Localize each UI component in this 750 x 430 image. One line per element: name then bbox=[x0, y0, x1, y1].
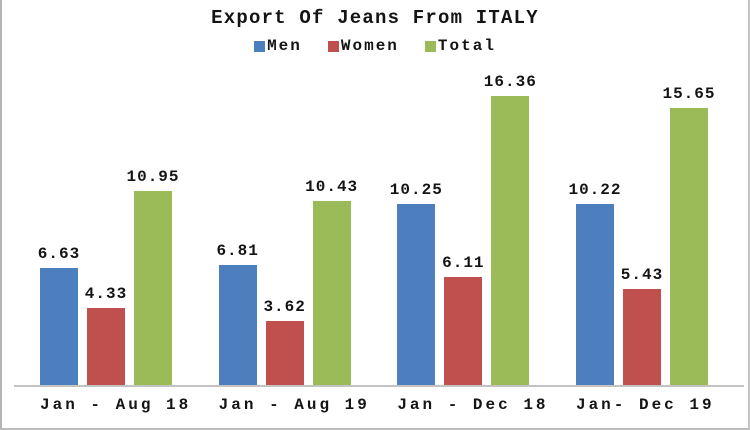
value-label-total-1: 10.43 bbox=[305, 177, 359, 196]
bar-women-2 bbox=[444, 276, 483, 385]
legend-item-women: Women bbox=[327, 37, 399, 55]
bar-group-3: 10.22 5.43 15.65 bbox=[568, 86, 714, 385]
bar-women-3 bbox=[622, 289, 661, 385]
bar-women-1 bbox=[265, 321, 304, 385]
value-label-men-0: 6.63 bbox=[37, 244, 81, 263]
legend-swatch-total-icon bbox=[424, 40, 436, 52]
value-label-total-2: 16.36 bbox=[483, 72, 537, 91]
bar-column-men-1: 6.81 bbox=[216, 243, 258, 385]
bar-column-total-0: 10.95 bbox=[126, 169, 179, 385]
category-axis-labels: Jan - Aug 18 Jan - Aug 19 Jan - Dec 18 Jan-… bbox=[14, 387, 744, 415]
legend: Men Women Total bbox=[2, 36, 748, 56]
legend-item-total: Total bbox=[424, 37, 496, 55]
value-label-women-0: 4.33 bbox=[84, 285, 128, 304]
bar-men-3 bbox=[575, 204, 614, 385]
bar-men-2 bbox=[397, 203, 436, 385]
bar-group-1: 6.81 3.62 10.43 bbox=[216, 179, 357, 385]
bar-total-1 bbox=[312, 200, 351, 385]
bar-column-women-1: 3.62 bbox=[263, 299, 305, 385]
bar-column-men-2: 10.25 bbox=[390, 182, 442, 385]
value-label-women-2: 6.11 bbox=[442, 253, 485, 272]
value-label-total-3: 15.65 bbox=[662, 85, 716, 104]
bar-group-0: 6.63 4.33 10.95 bbox=[38, 169, 179, 385]
legend-swatch-men-icon bbox=[254, 40, 266, 52]
plot-area: 6.63 4.33 10.95 6.81 3.62 10.43 10.25 6.11 16.36… bbox=[14, 56, 744, 387]
bar-column-women-3: 5.43 bbox=[621, 267, 662, 385]
category-label-3: Jan- Dec 19 bbox=[575, 396, 715, 414]
value-label-women-3: 5.43 bbox=[620, 266, 664, 284]
value-label-men-1: 6.81 bbox=[216, 241, 259, 260]
bar-men-1 bbox=[218, 264, 257, 385]
legend-label-women: Women bbox=[340, 37, 399, 55]
value-label-men-2: 10.25 bbox=[389, 180, 443, 199]
bar-group-2: 10.25 6.11 16.36 bbox=[390, 74, 536, 385]
legend-label-total: Total bbox=[437, 37, 496, 55]
value-label-men-3: 10.22 bbox=[568, 181, 622, 200]
bar-total-3 bbox=[669, 108, 708, 385]
bar-column-total-1: 10.43 bbox=[305, 179, 357, 385]
bar-column-total-2: 16.36 bbox=[484, 74, 536, 385]
bar-total-2 bbox=[491, 95, 530, 385]
legend-label-men: Men bbox=[267, 37, 302, 55]
value-label-total-0: 10.95 bbox=[126, 168, 180, 187]
bar-column-men-3: 10.22 bbox=[568, 182, 620, 385]
bar-total-0 bbox=[134, 191, 172, 385]
bar-column-total-3: 15.65 bbox=[662, 86, 714, 385]
bar-column-women-0: 4.33 bbox=[85, 286, 126, 385]
bar-column-men-0: 6.63 bbox=[38, 246, 79, 385]
bar-men-0 bbox=[40, 267, 78, 385]
category-label-0: Jan - Aug 18 bbox=[40, 396, 192, 414]
category-label-1: Jan - Aug 19 bbox=[218, 396, 370, 414]
value-label-women-1: 3.62 bbox=[263, 298, 306, 316]
chart-title: Export Of Jeans From ITALY bbox=[211, 7, 539, 29]
legend-item-men: Men bbox=[254, 38, 302, 54]
bar-column-women-2: 6.11 bbox=[442, 255, 484, 385]
bar-women-0 bbox=[87, 308, 125, 385]
legend-swatch-women-icon bbox=[327, 40, 339, 52]
category-label-2: Jan - Dec 18 bbox=[397, 396, 549, 414]
